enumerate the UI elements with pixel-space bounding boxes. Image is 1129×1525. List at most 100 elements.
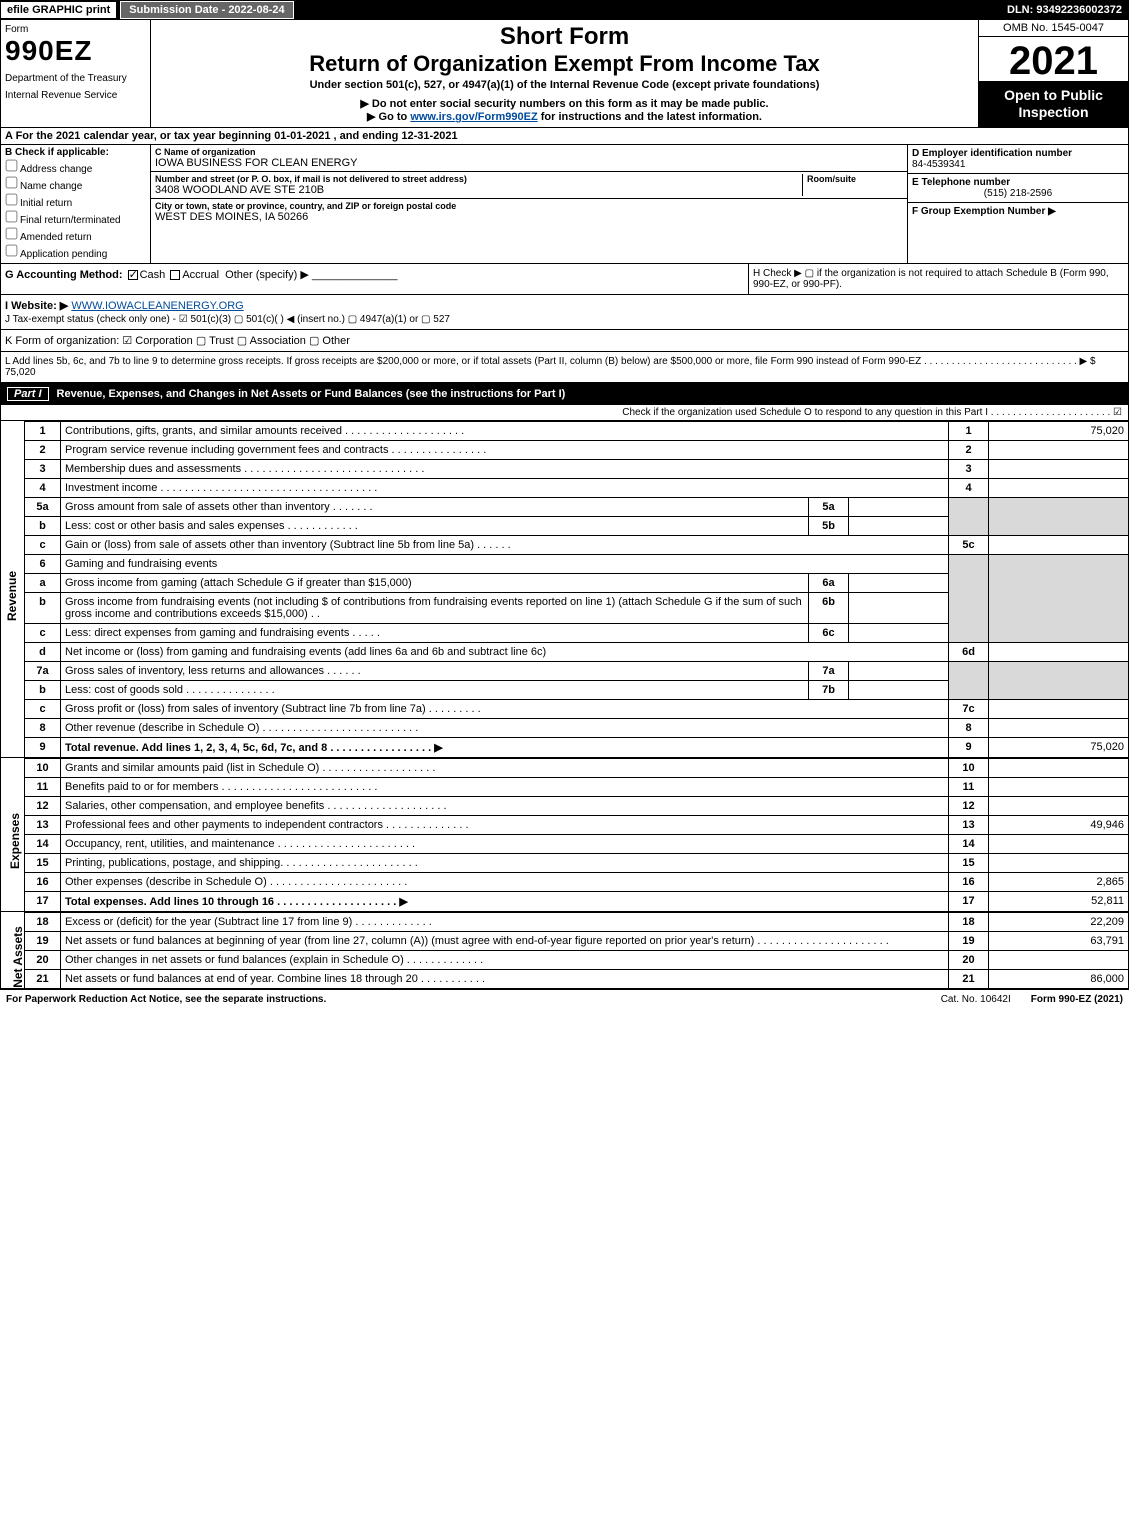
form-label: Form xyxy=(5,24,146,35)
section-l-gross-receipts: L Add lines 5b, 6c, and 7b to line 9 to … xyxy=(0,352,1129,383)
line-18: 18Excess or (deficit) for the year (Subt… xyxy=(25,912,1129,931)
org-name-row: C Name of organization IOWA BUSINESS FOR… xyxy=(151,145,907,172)
section-k-form-org: K Form of organization: ☑ Corporation ▢ … xyxy=(0,330,1129,352)
open-public-inspection: Open to Public Inspection xyxy=(979,81,1128,127)
part-1-title: Revenue, Expenses, and Changes in Net As… xyxy=(57,388,566,400)
website-label: I Website: ▶ xyxy=(5,300,68,312)
org-name: IOWA BUSINESS FOR CLEAN ENERGY xyxy=(155,157,903,169)
dept-treasury: Department of the Treasury xyxy=(5,73,146,84)
header-center: Short Form Return of Organization Exempt… xyxy=(151,20,978,127)
website-value[interactable]: WWW.IOWACLEANENERGY.ORG xyxy=(71,300,243,312)
phone-row: E Telephone number (515) 218-2596 xyxy=(908,174,1128,203)
top-bar: efile GRAPHIC print Submission Date - 20… xyxy=(0,0,1129,20)
line-7c: cGross profit or (loss) from sales of in… xyxy=(25,699,1129,718)
g-cash: Cash xyxy=(140,269,166,281)
chk-accrual-icon xyxy=(170,270,180,280)
section-d-e-f: D Employer identification number 84-4539… xyxy=(908,145,1128,263)
line-20: 20Other changes in net assets or fund ba… xyxy=(25,950,1129,969)
dept-irs: Internal Revenue Service xyxy=(5,90,146,101)
line-3: 3Membership dues and assessments . . . .… xyxy=(25,459,1129,478)
chk-final-return[interactable]: Final return/terminated xyxy=(5,210,146,226)
line-17: 17Total expenses. Add lines 10 through 1… xyxy=(25,891,1129,911)
line-6d: dNet income or (loss) from gaming and fu… xyxy=(25,642,1129,661)
street-label: Number and street (or P. O. box, if mail… xyxy=(155,174,798,184)
city-label: City or town, state or province, country… xyxy=(155,201,903,211)
part-1-header: Part I Revenue, Expenses, and Changes in… xyxy=(0,383,1129,405)
org-city-row: City or town, state or province, country… xyxy=(151,199,907,225)
line-9: 9Total revenue. Add lines 1, 2, 3, 4, 5c… xyxy=(25,737,1129,757)
g-accrual: Accrual xyxy=(182,269,219,281)
section-a-tax-year: A For the 2021 calendar year, or tax yea… xyxy=(0,128,1129,145)
tax-year: 2021 xyxy=(979,37,1128,81)
line-2: 2Program service revenue including gover… xyxy=(25,440,1129,459)
line-11: 11Benefits paid to or for members . . . … xyxy=(25,777,1129,796)
line-5a: 5aGross amount from sale of assets other… xyxy=(25,497,1129,516)
net-assets-table: 18Excess or (deficit) for the year (Subt… xyxy=(24,912,1129,989)
website-row: I Website: ▶ WWW.IOWACLEANENERGY.ORG xyxy=(5,299,1124,312)
line-16: 16Other expenses (describe in Schedule O… xyxy=(25,872,1129,891)
section-c-org: C Name of organization IOWA BUSINESS FOR… xyxy=(151,145,908,263)
ein-label: D Employer identification number xyxy=(912,148,1124,159)
form-title: Return of Organization Exempt From Incom… xyxy=(157,51,972,77)
section-i-j: I Website: ▶ WWW.IOWACLEANENERGY.ORG J T… xyxy=(0,295,1129,330)
section-g-accounting: G Accounting Method: Cash Accrual Other … xyxy=(1,264,748,294)
net-assets-side-label: Net Assets xyxy=(0,912,24,989)
line-8: 8Other revenue (describe in Schedule O) … xyxy=(25,718,1129,737)
line-6: 6Gaming and fundraising events xyxy=(25,554,1129,573)
line-15: 15Printing, publications, postage, and s… xyxy=(25,853,1129,872)
header-right: OMB No. 1545-0047 2021 Open to Public In… xyxy=(978,20,1128,127)
g-other: Other (specify) ▶ xyxy=(225,269,309,281)
chk-application-pending[interactable]: Application pending xyxy=(5,244,146,260)
line-7a: 7aGross sales of inventory, less returns… xyxy=(25,661,1129,680)
expenses-side-label: Expenses xyxy=(0,758,24,912)
expenses-section: Expenses 10Grants and similar amounts pa… xyxy=(0,758,1129,912)
ein-value: 84-4539341 xyxy=(912,159,1124,170)
footer-formid: Form 990-EZ (2021) xyxy=(1031,994,1123,1005)
room-label: Room/suite xyxy=(807,174,903,184)
line-12: 12Salaries, other compensation, and empl… xyxy=(25,796,1129,815)
revenue-table: 1Contributions, gifts, grants, and simil… xyxy=(24,421,1129,758)
line-4: 4Investment income . . . . . . . . . . .… xyxy=(25,478,1129,497)
short-form-title: Short Form xyxy=(157,23,972,51)
footer-paperwork: For Paperwork Reduction Act Notice, see … xyxy=(6,994,921,1005)
form-number: 990EZ xyxy=(5,35,146,67)
irs-link[interactable]: www.irs.gov/Form990EZ xyxy=(410,111,537,123)
part-1-label: Part I xyxy=(7,387,49,401)
group-label: F Group Exemption Number ▶ xyxy=(912,206,1124,217)
org-street: 3408 WOODLAND AVE STE 210B xyxy=(155,184,798,196)
ssn-note: ▶ Do not enter social security numbers o… xyxy=(157,97,972,110)
info-grid: B Check if applicable: Address change Na… xyxy=(0,145,1129,264)
ein-row: D Employer identification number 84-4539… xyxy=(908,145,1128,174)
line-21: 21Net assets or fund balances at end of … xyxy=(25,969,1129,988)
g-label: G Accounting Method: xyxy=(5,269,123,281)
footer-catno: Cat. No. 10642I xyxy=(921,994,1031,1005)
section-b-label: B Check if applicable: xyxy=(5,147,146,158)
chk-initial-return[interactable]: Initial return xyxy=(5,193,146,209)
page-footer: For Paperwork Reduction Act Notice, see … xyxy=(0,989,1129,1009)
row-g-h: G Accounting Method: Cash Accrual Other … xyxy=(0,264,1129,295)
org-name-label: C Name of organization xyxy=(155,147,903,157)
form-subtitle: Under section 501(c), 527, or 4947(a)(1)… xyxy=(157,79,972,91)
org-street-row: Number and street (or P. O. box, if mail… xyxy=(151,172,907,199)
line-13: 13Professional fees and other payments t… xyxy=(25,815,1129,834)
revenue-section: Revenue 1Contributions, gifts, grants, a… xyxy=(0,421,1129,758)
chk-cash-icon xyxy=(128,270,138,280)
line-5c: cGain or (loss) from sale of assets othe… xyxy=(25,535,1129,554)
efile-label: efile GRAPHIC print xyxy=(1,2,116,18)
expenses-table: 10Grants and similar amounts paid (list … xyxy=(24,758,1129,912)
line-1: 1Contributions, gifts, grants, and simil… xyxy=(25,421,1129,440)
part-1-check-o: Check if the organization used Schedule … xyxy=(0,405,1129,421)
omb-number: OMB No. 1545-0047 xyxy=(979,20,1128,37)
chk-name-change[interactable]: Name change xyxy=(5,176,146,192)
line-19: 19Net assets or fund balances at beginni… xyxy=(25,931,1129,950)
link-prefix: ▶ Go to xyxy=(367,111,410,123)
form-header: Form 990EZ Department of the Treasury In… xyxy=(0,20,1129,128)
link-suffix: for instructions and the latest informat… xyxy=(541,111,762,123)
chk-address-change[interactable]: Address change xyxy=(5,159,146,175)
header-left: Form 990EZ Department of the Treasury In… xyxy=(1,20,151,127)
dln-label: DLN: 93492236002372 xyxy=(1007,4,1128,16)
chk-amended-return[interactable]: Amended return xyxy=(5,227,146,243)
submission-date: Submission Date - 2022-08-24 xyxy=(120,1,293,19)
tax-exempt-status: J Tax-exempt status (check only one) - ☑… xyxy=(5,314,1124,325)
line-10: 10Grants and similar amounts paid (list … xyxy=(25,758,1129,777)
